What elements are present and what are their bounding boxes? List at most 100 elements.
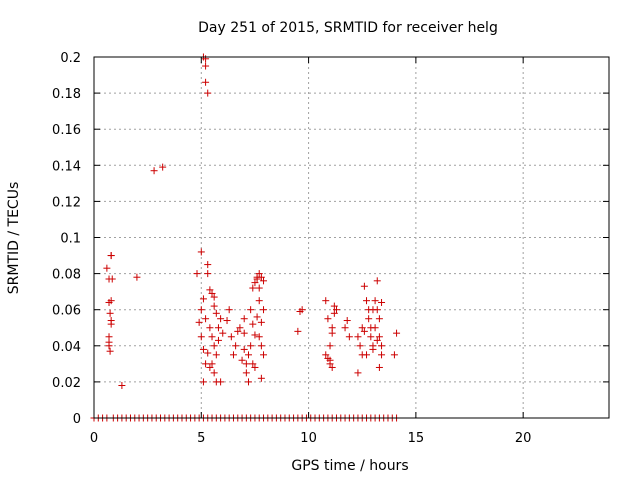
data-point (202, 78, 210, 86)
chart-title: Day 251 of 2015, SRMTID for receiver hel… (198, 20, 498, 36)
data-point (249, 360, 257, 368)
data-point (107, 252, 115, 260)
data-point (212, 351, 220, 359)
data-point (253, 313, 261, 321)
data-point (328, 363, 336, 371)
data-point (343, 317, 351, 325)
data-point (341, 324, 349, 332)
data-point (234, 327, 242, 335)
y-tick-label: 0.06 (52, 304, 81, 319)
x-tick-label: 20 (515, 431, 532, 446)
data-point (245, 378, 252, 386)
data-point (378, 342, 386, 350)
data-point (107, 317, 115, 325)
data-point (294, 327, 302, 335)
data-point (330, 302, 338, 310)
data-point (108, 275, 116, 283)
data-point (257, 374, 265, 382)
data-point (199, 345, 207, 353)
data-point (375, 363, 383, 371)
data-point (298, 306, 306, 314)
data-point (118, 382, 126, 390)
data-point (255, 297, 263, 305)
data-point (217, 315, 225, 323)
y-tick-label: 0.18 (52, 87, 81, 102)
data-point (210, 302, 218, 310)
data-point (199, 378, 207, 386)
data-point (208, 360, 216, 368)
data-point (255, 333, 263, 341)
data-point (202, 55, 210, 63)
data-point (326, 356, 334, 364)
data-point (206, 286, 214, 294)
data-point (363, 297, 371, 305)
data-point (249, 320, 257, 328)
x-tick-label: 15 (408, 431, 425, 446)
data-point (106, 309, 114, 317)
y-tick-label: 0.12 (52, 195, 81, 210)
data-point (214, 336, 222, 344)
data-point (390, 351, 398, 359)
data-point (257, 273, 265, 281)
data-point (225, 306, 233, 314)
data-point (324, 315, 332, 323)
data-point (195, 318, 203, 326)
data-point (365, 315, 373, 323)
data-point (326, 342, 334, 350)
data-point (373, 336, 381, 344)
data-point (103, 264, 111, 272)
data-point (150, 167, 158, 175)
data-point (202, 360, 210, 368)
axis-ticks: 0 0.02 0.04 0.06 0.08 0.1 0.12 0.14 0.16 0.18 0.2 0… (52, 51, 609, 446)
data-point (371, 324, 379, 332)
data-point (202, 315, 210, 323)
data-point (251, 279, 259, 287)
data-point (212, 309, 220, 317)
data-point (247, 306, 255, 314)
data-point (375, 315, 383, 323)
x-axis-label: GPS time / hours (291, 458, 408, 474)
data-point (328, 324, 336, 332)
data-point (257, 342, 265, 350)
data-point (232, 342, 240, 350)
data-point (375, 333, 383, 341)
data-point (322, 351, 330, 359)
data-point (367, 333, 375, 341)
data-point (330, 309, 338, 317)
data-point (240, 315, 248, 323)
y-tick-label: 0.02 (52, 376, 81, 391)
data-point (245, 351, 252, 359)
x-tick-label: 0 (90, 431, 98, 446)
data-point (210, 342, 218, 350)
data-point (197, 306, 205, 314)
data-point (322, 297, 330, 305)
data-point (238, 356, 246, 364)
data-point (373, 306, 381, 314)
data-point (204, 349, 212, 357)
data-point (242, 360, 250, 368)
grid-lines (94, 57, 609, 418)
data-point (360, 282, 368, 290)
data-point (197, 333, 205, 341)
data-point (249, 284, 257, 292)
data-point (371, 297, 379, 305)
data-point (255, 270, 263, 278)
y-tick-label: 0.1 (60, 232, 81, 247)
data-point (257, 318, 265, 326)
data-point (345, 333, 353, 341)
data-point (204, 261, 212, 269)
data-point (242, 369, 250, 377)
data-point (360, 327, 368, 335)
data-point (363, 351, 371, 359)
data-point (393, 329, 401, 337)
data-point (354, 369, 362, 377)
data-point (217, 378, 225, 386)
data-point (159, 163, 167, 171)
data-point (373, 277, 381, 285)
data-point (193, 270, 201, 278)
data-point (260, 351, 268, 359)
data-point (229, 351, 237, 359)
y-tick-label: 0 (73, 412, 81, 427)
